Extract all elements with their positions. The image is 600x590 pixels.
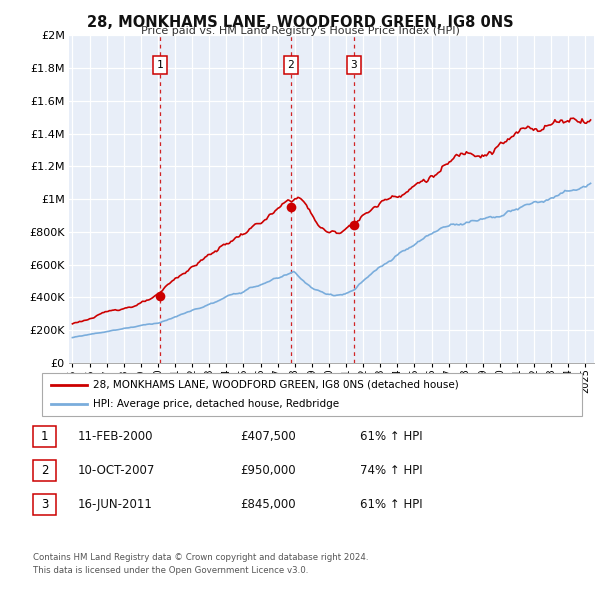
Text: £950,000: £950,000: [240, 464, 296, 477]
Text: 11-FEB-2000: 11-FEB-2000: [78, 430, 154, 443]
Text: 1: 1: [41, 430, 48, 443]
Text: Price paid vs. HM Land Registry's House Price Index (HPI): Price paid vs. HM Land Registry's House …: [140, 26, 460, 36]
Text: 3: 3: [350, 60, 357, 70]
Text: 28, MONKHAMS LANE, WOODFORD GREEN, IG8 0NS (detached house): 28, MONKHAMS LANE, WOODFORD GREEN, IG8 0…: [93, 379, 459, 389]
Text: 61% ↑ HPI: 61% ↑ HPI: [360, 430, 422, 443]
Text: 1: 1: [157, 60, 163, 70]
Text: Contains HM Land Registry data © Crown copyright and database right 2024.
This d: Contains HM Land Registry data © Crown c…: [33, 553, 368, 575]
Text: 16-JUN-2011: 16-JUN-2011: [78, 498, 153, 512]
Text: 2: 2: [41, 464, 48, 477]
Text: £407,500: £407,500: [240, 430, 296, 443]
Text: 10-OCT-2007: 10-OCT-2007: [78, 464, 155, 477]
Text: 74% ↑ HPI: 74% ↑ HPI: [360, 464, 422, 477]
Text: HPI: Average price, detached house, Redbridge: HPI: Average price, detached house, Redb…: [93, 399, 339, 409]
Text: 61% ↑ HPI: 61% ↑ HPI: [360, 498, 422, 512]
Text: 3: 3: [41, 498, 48, 512]
Text: 28, MONKHAMS LANE, WOODFORD GREEN, IG8 0NS: 28, MONKHAMS LANE, WOODFORD GREEN, IG8 0…: [86, 15, 514, 30]
Text: £845,000: £845,000: [240, 498, 296, 512]
Text: 2: 2: [287, 60, 295, 70]
